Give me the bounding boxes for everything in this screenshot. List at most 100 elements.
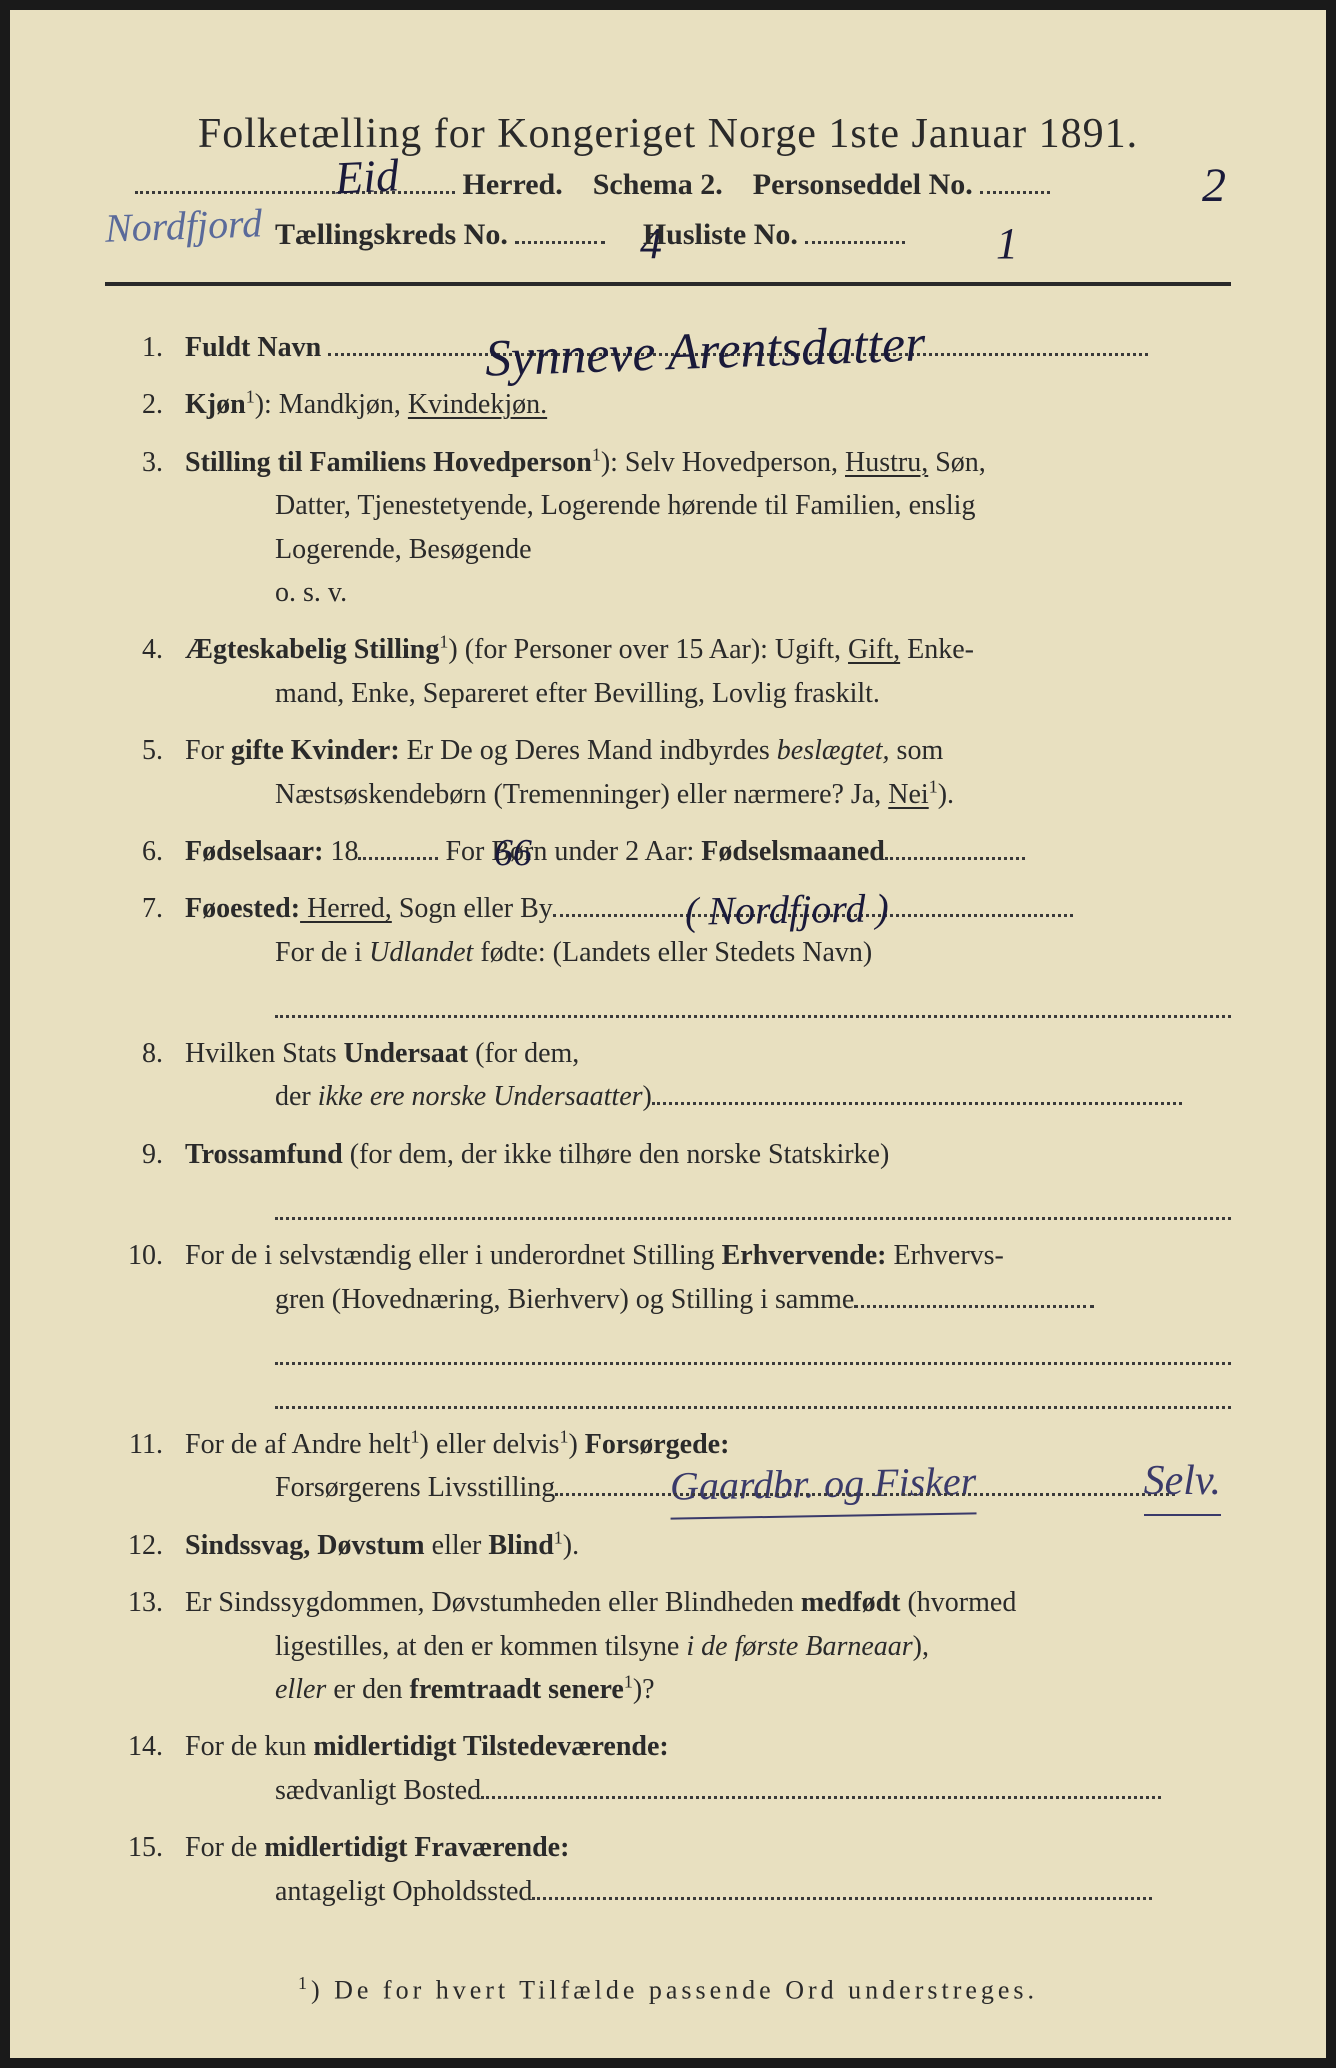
underlined-gift: Gift, xyxy=(848,634,900,665)
item-content: Sindssvag, Døvstum eller Blind1). xyxy=(185,1524,1231,1567)
indent-line: der ikke ere norske Undersaatter) xyxy=(185,1075,1231,1118)
dotted-line-full xyxy=(275,1373,1231,1409)
sup: 1 xyxy=(929,776,938,796)
item-13: 13. Er Sindssygdommen, Døvstumheden elle… xyxy=(115,1581,1231,1711)
text: Forsørgerens Livsstilling xyxy=(275,1472,555,1503)
schema-label: Schema 2. xyxy=(593,168,723,201)
bosted-fill xyxy=(481,1796,1161,1799)
sup: 1 xyxy=(411,1427,420,1447)
label-fodselsmaaned: Fødselsmaaned xyxy=(701,836,885,867)
indent-line: antageligt Opholdssted xyxy=(185,1870,1231,1913)
indent-line: o. s. v. xyxy=(185,571,1231,614)
label-sindssvag: Sindssvag, Døvstum xyxy=(185,1530,425,1561)
item-content: Ægteskabelig Stilling1) (for Personer ov… xyxy=(185,628,1231,715)
text: Erhvervs- xyxy=(886,1240,1003,1271)
indent-line: mand, Enke, Separeret efter Bevilling, L… xyxy=(185,672,1231,715)
month-fill xyxy=(885,857,1025,860)
item-num: 5. xyxy=(115,729,185,816)
footnote-sup: 1 xyxy=(298,1973,311,1993)
dotted-line-full xyxy=(275,1329,1231,1365)
text: fødte: (Landets eller Stedets Navn) xyxy=(473,937,872,968)
text: ) xyxy=(568,1429,584,1460)
sup: 1 xyxy=(246,387,255,407)
text: sædvanligt Bosted xyxy=(275,1775,481,1806)
text: gren (Hovednæring, Bierhverv) og Stillin… xyxy=(275,1284,854,1315)
item-num: 2. xyxy=(115,383,185,426)
text: )? xyxy=(633,1674,655,1705)
text: ) eller delvis xyxy=(420,1429,560,1460)
indent-line: Logerende, Besøgende xyxy=(185,528,1231,571)
text: ): Mandkjøn, xyxy=(255,389,408,420)
herred-fill xyxy=(135,191,455,194)
item-6: 66 6. Fødselsaar: 18 For Børn under 2 Aa… xyxy=(115,830,1231,873)
text: Næstsøskendebørn (Tremenninger) eller næ… xyxy=(275,779,888,810)
label-fuldt-navn: Fuldt Navn xyxy=(185,332,321,363)
dotted-line-full xyxy=(275,982,1231,1018)
erhverv-fill xyxy=(854,1305,1094,1308)
text: Er De og Deres Mand indbyrdes xyxy=(400,735,777,766)
text: der xyxy=(275,1081,318,1112)
underlined-nei: Nei xyxy=(888,779,928,810)
text: ). xyxy=(938,779,954,810)
text: For de af Andre helt xyxy=(185,1429,411,1460)
item-5: 5. For gifte Kvinder: Er De og Deres Man… xyxy=(115,729,1231,816)
text: ) (for Personer over 15 Aar): Ugift, xyxy=(448,634,848,665)
header-line-3: Tællingskreds No. Husliste No. xyxy=(105,218,1231,252)
underlined-herred: Herred, xyxy=(300,893,392,924)
census-form-page: Nordfjord 2 4 1 Folketælling for Kongeri… xyxy=(10,10,1326,2058)
personseddel-label: Personseddel No. xyxy=(753,168,973,201)
item-content: Kjøn1): Mandkjøn, Kvindekjøn. xyxy=(185,383,1231,426)
item-num: 11. xyxy=(115,1423,185,1510)
divider xyxy=(105,282,1231,286)
undersaat-fill xyxy=(652,1102,1182,1105)
label-trossamfund: Trossamfund xyxy=(185,1139,343,1170)
item-4: 4. Ægteskabelig Stilling1) (for Personer… xyxy=(115,628,1231,715)
indent-line: gren (Hovednæring, Bierhverv) og Stillin… xyxy=(185,1278,1231,1321)
sup: 1 xyxy=(554,1527,563,1547)
item-1: Synneve Arentsdatter 1. Fuldt Navn xyxy=(115,326,1231,369)
dotted-line-full xyxy=(275,1184,1231,1220)
bold-text: fremtraadt senere xyxy=(410,1674,624,1705)
item-num: 3. xyxy=(115,441,185,615)
text: For de i xyxy=(275,937,369,968)
handwritten-year: 66 xyxy=(494,824,532,883)
text: Søn, xyxy=(928,447,986,478)
text: ), xyxy=(913,1631,929,1662)
item-content: For gifte Kvinder: Er De og Deres Mand i… xyxy=(185,729,1231,816)
indent-line: Datter, Tjenestetyende, Logerende hørend… xyxy=(185,484,1231,527)
indent-line: eller er den fremtraadt senere1)? xyxy=(185,1668,1231,1711)
item-num: 15. xyxy=(115,1826,185,1913)
text: ligestilles, at den er kommen tilsyne xyxy=(275,1631,686,1662)
item-content: Er Sindssygdommen, Døvstumheden eller Bl… xyxy=(185,1581,1231,1711)
label-aegteskab: Ægteskabelig Stilling xyxy=(185,634,439,665)
form-header: Folketælling for Kongeriget Norge 1ste J… xyxy=(105,110,1231,158)
label-tilstedevaerende: midlertidigt Tilstedeværende: xyxy=(313,1731,668,1762)
label-forsorgede: Forsørgede: xyxy=(585,1429,730,1460)
personseddel-fill xyxy=(980,191,1050,194)
header-line-2: Eid Herred. Schema 2. Personseddel No. xyxy=(105,168,1231,202)
item-15: 15. For de midlertidigt Fraværende: anta… xyxy=(115,1826,1231,1913)
item-num: 13. xyxy=(115,1581,185,1711)
item-num: 4. xyxy=(115,628,185,715)
footnote: 1) De for hvert Tilfælde passende Ord un… xyxy=(105,1973,1231,2006)
indent-line: sædvanligt Bosted xyxy=(185,1769,1231,1812)
sup: 1 xyxy=(624,1672,633,1692)
text: antageligt Opholdssted xyxy=(275,1876,532,1907)
text: ). xyxy=(563,1530,579,1561)
item-num: 14. xyxy=(115,1725,185,1812)
item-8: 8. Hvilken Stats Undersaat (for dem, der… xyxy=(115,1032,1231,1119)
herred-label: Herred. xyxy=(463,168,563,201)
item-7: ( Nordfjord ) 7. Føoested: Herred, Sogn … xyxy=(115,887,1231,1018)
label-erhvervende: Erhvervende: xyxy=(722,1240,887,1271)
text: er den xyxy=(326,1674,409,1705)
text: (for dem, der ikke tilhøre den norske St… xyxy=(343,1139,890,1170)
handwritten-herred: Eid xyxy=(334,148,401,204)
item-content: Stilling til Familiens Hovedperson1): Se… xyxy=(185,441,1231,615)
text: For de kun xyxy=(185,1731,313,1762)
item-9: 9. Trossamfund (for dem, der ikke tilhør… xyxy=(115,1133,1231,1220)
label-fravaerende: midlertidigt Fraværende: xyxy=(264,1832,569,1863)
label-kjon: Kjøn xyxy=(185,389,246,420)
label-foested: Føoested: xyxy=(185,893,300,924)
label-blind: Blind xyxy=(488,1530,553,1561)
item-num: 1. xyxy=(115,326,185,369)
